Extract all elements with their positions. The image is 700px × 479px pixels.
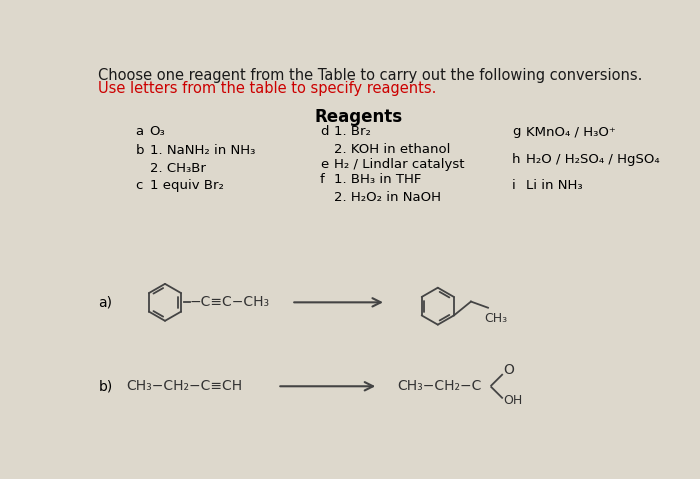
Text: h: h (512, 153, 521, 166)
Text: 1. Br₂
2. KOH in ethanol: 1. Br₂ 2. KOH in ethanol (334, 125, 450, 156)
Text: Choose one reagent from the Table to carry out the following conversions.: Choose one reagent from the Table to car… (98, 68, 643, 83)
Text: Use letters from the table to specify reagents.: Use letters from the table to specify re… (98, 80, 437, 96)
Text: O₃: O₃ (150, 125, 165, 138)
Text: CH₃: CH₃ (484, 311, 508, 325)
Text: c: c (136, 179, 143, 192)
Text: O: O (503, 363, 514, 377)
Text: 1. BH₃ in THF
2. H₂O₂ in NaOH: 1. BH₃ in THF 2. H₂O₂ in NaOH (334, 173, 441, 204)
Text: CH₃−CH₂−C≡CH: CH₃−CH₂−C≡CH (126, 379, 242, 393)
Text: 1. NaNH₂ in NH₃
2. CH₃Br: 1. NaNH₂ in NH₃ 2. CH₃Br (150, 144, 255, 175)
Text: b): b) (98, 379, 113, 393)
Text: OH: OH (503, 394, 522, 408)
Text: H₂ / Lindlar catalyst: H₂ / Lindlar catalyst (334, 158, 465, 171)
Text: −C≡C−CH₃: −C≡C−CH₃ (190, 296, 270, 309)
Text: g: g (512, 125, 521, 138)
Text: CH₃−CH₂−C: CH₃−CH₂−C (398, 379, 482, 393)
Text: 1 equiv Br₂: 1 equiv Br₂ (150, 179, 223, 192)
Text: e: e (320, 158, 328, 171)
Text: d: d (320, 125, 328, 138)
Text: H₂O / H₂SO₄ / HgSO₄: H₂O / H₂SO₄ / HgSO₄ (526, 153, 660, 166)
Text: KMnO₄ / H₃O⁺: KMnO₄ / H₃O⁺ (526, 125, 616, 138)
Text: Li in NH₃: Li in NH₃ (526, 179, 583, 192)
Text: i: i (512, 179, 516, 192)
Text: a): a) (98, 296, 112, 309)
Text: Reagents: Reagents (315, 107, 402, 125)
Text: b: b (136, 144, 144, 157)
Text: a: a (136, 125, 144, 138)
Text: f: f (320, 173, 325, 186)
